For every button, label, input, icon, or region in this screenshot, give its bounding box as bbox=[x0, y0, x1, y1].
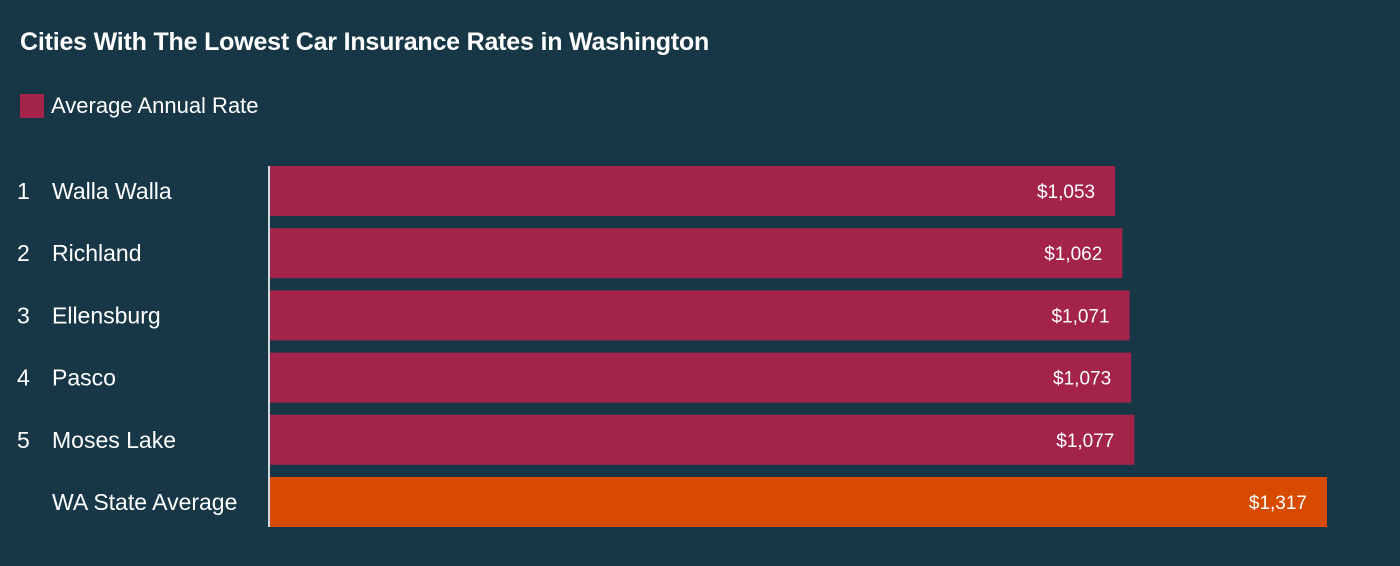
chart-legend: Average Annual Rate bbox=[20, 93, 259, 119]
rank-label-1: 2 bbox=[17, 240, 30, 266]
category-label-5: WA State Average bbox=[52, 489, 237, 515]
category-label-3: Pasco bbox=[52, 365, 116, 391]
value-label-5: $1,317 bbox=[1249, 493, 1307, 514]
category-label-1: Richland bbox=[52, 240, 142, 266]
bar-3 bbox=[270, 352, 1132, 403]
rank-label-4: 5 bbox=[17, 427, 30, 453]
value-label-2: $1,071 bbox=[1051, 306, 1109, 327]
rank-label-3: 4 bbox=[17, 365, 30, 391]
value-label-1: $1,062 bbox=[1044, 244, 1102, 265]
category-label-4: Moses Lake bbox=[52, 427, 176, 453]
bar-0 bbox=[270, 166, 1116, 216]
bar-1 bbox=[270, 228, 1123, 279]
rank-label-0: 1 bbox=[17, 178, 30, 204]
chart-title: Cities With The Lowest Car Insurance Rat… bbox=[20, 28, 710, 56]
bar-4 bbox=[270, 414, 1135, 465]
value-label-4: $1,077 bbox=[1056, 431, 1114, 452]
bar-5 bbox=[270, 477, 1327, 527]
rank-label-2: 3 bbox=[17, 302, 30, 328]
category-label-0: Walla Walla bbox=[52, 178, 172, 204]
legend-label: Average Annual Rate bbox=[51, 93, 259, 118]
category-label-2: Ellensburg bbox=[52, 302, 161, 328]
value-label-0: $1,053 bbox=[1037, 182, 1095, 203]
legend-swatch bbox=[20, 94, 44, 118]
value-label-3: $1,073 bbox=[1053, 369, 1111, 390]
bar-2 bbox=[270, 290, 1130, 341]
